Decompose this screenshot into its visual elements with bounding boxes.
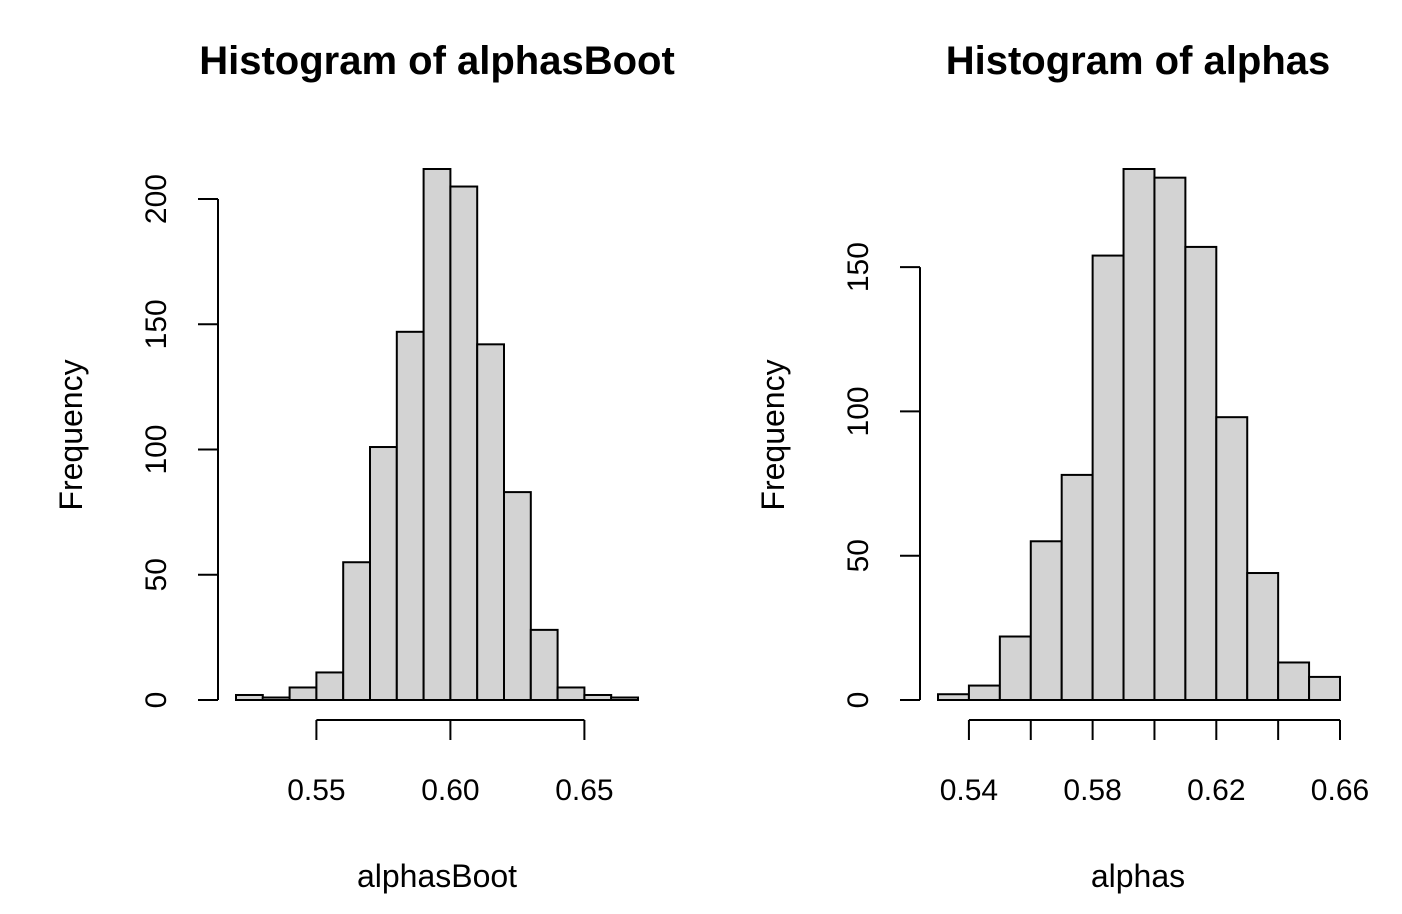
histogram-bar [1153,176,1187,702]
chart-title: Histogram of alphas [946,39,1331,83]
histogram-bar [1246,572,1280,702]
histogram-bar [1215,416,1249,701]
y-tick-label: 150 [140,299,173,349]
x-tick-label: 0.58 [1063,774,1121,807]
histogram-bar [967,684,1001,702]
x-axis-label: alphasBoot [357,858,517,894]
histogram-bar [556,686,586,701]
histogram-bar [476,343,506,701]
histogram-bar [261,696,291,701]
histogram-bar [315,671,345,702]
x-axis: 0.54 0.58 0.62 0.66 [940,719,1369,807]
histogram-alphas-panel: Histogram of alphas alphas Frequency 0.5… [755,39,1369,894]
histogram-bar [342,561,372,701]
chart-title: Histogram of alphasBoot [199,39,675,83]
bars [235,168,640,702]
bars [937,168,1341,702]
x-axis: 0.55 0.60 0.65 [287,719,614,807]
histogram-bar [1060,473,1094,701]
histogram-bar [449,185,479,701]
histogram-bar [1122,168,1156,701]
y-tick-label: 0 [842,692,875,709]
histogram-bar [395,330,425,701]
x-tick-label: 0.54 [940,774,998,807]
x-tick-label: 0.62 [1187,774,1245,807]
x-axis-label: alphas [1091,858,1185,894]
histogram-bar [1308,675,1341,701]
x-tick-label: 0.66 [1311,774,1369,807]
histogram-bar [937,693,970,701]
histogram-bar [503,491,532,701]
histogram-bar [1184,245,1218,701]
histogram-bar [1277,661,1311,701]
y-tick-label: 0 [140,692,173,709]
y-tick-label: 50 [140,558,173,591]
y-tick-label: 150 [842,242,875,292]
y-axis-label: Frequency [755,359,791,510]
histogram-bar [1091,254,1125,702]
histogram-bar [610,696,640,701]
histogram-bar [288,686,318,701]
y-tick-label: 50 [842,539,875,572]
y-axis: 0 50 100 150 200 [140,174,219,709]
x-tick-label: 0.55 [287,774,345,807]
histogram-alphasboot-panel: Histogram of alphasBoot alphasBoot Frequ… [53,39,675,894]
y-tick-label: 100 [140,424,173,474]
x-tick-label: 0.65 [555,774,613,807]
y-axis-label: Frequency [53,359,89,510]
y-tick-label: 100 [842,386,875,436]
histogram-bar [369,446,398,701]
y-tick-label: 200 [140,174,173,224]
histogram-bar [235,693,264,701]
x-tick-label: 0.60 [421,774,479,807]
histogram-bar [1029,540,1063,702]
histogram-bar [583,693,613,701]
histogram-bar [422,168,452,701]
histogram-bar [529,628,559,701]
histogram-bar [998,635,1032,702]
y-axis: 0 50 100 150 [842,242,921,709]
